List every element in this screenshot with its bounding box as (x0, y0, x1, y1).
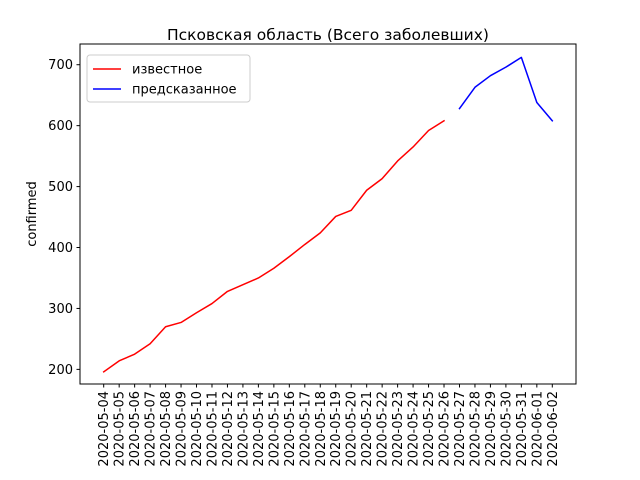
x-tick-label: 2020-05-12 (221, 391, 236, 467)
x-tick-label: 2020-05-30 (499, 391, 514, 467)
data-point (164, 325, 167, 328)
x-tick-label: 2020-05-16 (283, 391, 298, 467)
data-point (195, 311, 198, 314)
x-tick-label: 2020-05-22 (376, 391, 391, 467)
x-tick-label: 2020-05-26 (438, 391, 453, 467)
x-tick-label: 2020-05-20 (345, 391, 360, 467)
series-line-1 (102, 119, 446, 373)
x-tick-label: 2020-05-09 (175, 391, 190, 467)
x-tick-label: 2020-05-15 (267, 391, 282, 467)
data-point (535, 101, 538, 104)
x-tick-label: 2020-05-31 (515, 391, 530, 467)
legend-label: известное (132, 63, 202, 78)
y-axis-label: confirmed (25, 181, 40, 247)
data-point (118, 359, 121, 362)
data-point (365, 189, 368, 192)
x-tick-label: 2020-05-08 (159, 391, 174, 467)
x-tick-label: 2020-05-14 (252, 391, 267, 467)
series-line-2 (458, 56, 554, 122)
data-point (412, 145, 415, 148)
x-tick-label: 2020-05-10 (190, 391, 205, 467)
x-tick-label: 2020-05-17 (298, 391, 313, 467)
data-point (102, 370, 105, 373)
x-tick-label: 2020-05-18 (314, 391, 329, 467)
data-point (272, 267, 275, 270)
legend: известное предсказанное (86, 54, 251, 103)
data-point (210, 302, 213, 305)
y-tick-label: 300 (48, 302, 73, 317)
data-point (241, 283, 244, 286)
data-point (180, 321, 183, 324)
x-tick-label: 2020-06-01 (530, 391, 545, 467)
plot-frame (79, 43, 577, 385)
x-tick-label: 2020-05-06 (128, 391, 143, 467)
y-tick-label: 600 (48, 119, 73, 134)
x-tick-label: 2020-05-05 (113, 391, 128, 467)
x-tick-label: 2020-05-29 (484, 391, 499, 467)
data-point (226, 290, 229, 293)
x-tick-label: 2020-05-19 (329, 391, 344, 467)
x-tick-label: 2020-05-21 (360, 391, 375, 467)
x-tick-label: 2020-05-27 (453, 391, 468, 467)
data-point (319, 231, 322, 234)
data-point (396, 159, 399, 162)
x-tick-label: 2020-05-28 (468, 391, 483, 467)
legend-label: предсказанное (132, 83, 237, 98)
x-tick-label: 2020-05-07 (144, 391, 159, 467)
x-tick-label: 2020-06-02 (546, 391, 561, 467)
x-tick-label: 2020-05-13 (236, 391, 251, 467)
y-tick-label: 400 (48, 241, 73, 256)
y-tick-label: 200 (48, 363, 73, 378)
x-tick-label: 2020-05-11 (205, 391, 220, 467)
data-point (257, 276, 260, 279)
data-point (381, 177, 384, 180)
data-point (443, 119, 446, 122)
data-point (149, 342, 152, 345)
chart-title: Псковская область (Всего заболевших) (167, 26, 489, 44)
x-tick-label: 2020-05-23 (391, 391, 406, 467)
y-tick-label: 500 (48, 180, 73, 195)
data-point (350, 209, 353, 212)
data-point (334, 215, 337, 218)
x-tick-label: 2020-05-04 (97, 391, 112, 467)
data-point (551, 119, 554, 122)
data-point (288, 255, 291, 258)
legend-box (86, 54, 251, 103)
data-point (303, 243, 306, 246)
data-point (520, 56, 523, 59)
data-point (504, 66, 507, 69)
data-point (473, 86, 476, 89)
data-point (489, 74, 492, 77)
data-point (427, 129, 430, 132)
y-tick-label: 700 (48, 58, 73, 73)
data-point (133, 353, 136, 356)
x-tick-label: 2020-05-25 (422, 391, 437, 467)
data-point (458, 107, 461, 110)
x-tick-label: 2020-05-24 (407, 391, 422, 467)
